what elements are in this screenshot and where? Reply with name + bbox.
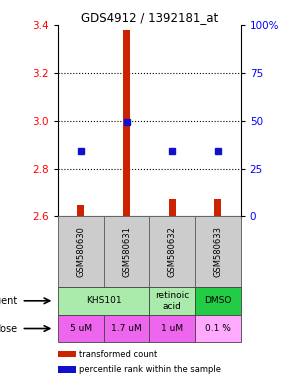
Text: DMSO: DMSO bbox=[204, 296, 231, 305]
Bar bbox=[58, 314, 104, 343]
Bar bbox=[195, 217, 241, 287]
Bar bbox=[214, 199, 221, 217]
Bar bbox=[149, 314, 195, 343]
Bar bbox=[77, 205, 84, 217]
Bar bbox=[104, 217, 149, 287]
Text: GSM580631: GSM580631 bbox=[122, 226, 131, 277]
Bar bbox=[149, 217, 195, 287]
Text: 0.1 %: 0.1 % bbox=[205, 324, 231, 333]
Bar bbox=[58, 217, 104, 287]
Text: retinoic
acid: retinoic acid bbox=[155, 291, 189, 311]
Text: GSM580630: GSM580630 bbox=[76, 226, 85, 277]
Text: transformed count: transformed count bbox=[79, 350, 158, 359]
Text: 1.7 uM: 1.7 uM bbox=[111, 324, 142, 333]
Bar bbox=[149, 287, 195, 314]
Text: agent: agent bbox=[0, 296, 18, 306]
Text: 1 uM: 1 uM bbox=[161, 324, 183, 333]
Text: dose: dose bbox=[0, 323, 18, 334]
Bar bbox=[123, 30, 130, 217]
Text: percentile rank within the sample: percentile rank within the sample bbox=[79, 365, 221, 374]
Bar bbox=[169, 199, 176, 217]
Text: GSM580632: GSM580632 bbox=[168, 226, 177, 277]
Bar bbox=[195, 287, 241, 314]
Bar bbox=[104, 314, 149, 343]
Bar bbox=[58, 351, 76, 358]
Title: GDS4912 / 1392181_at: GDS4912 / 1392181_at bbox=[81, 11, 218, 24]
Bar bbox=[195, 314, 241, 343]
Bar bbox=[58, 287, 149, 314]
Text: GSM580633: GSM580633 bbox=[213, 226, 222, 277]
Bar bbox=[58, 366, 76, 372]
Text: 5 uM: 5 uM bbox=[70, 324, 92, 333]
Text: KHS101: KHS101 bbox=[86, 296, 122, 305]
